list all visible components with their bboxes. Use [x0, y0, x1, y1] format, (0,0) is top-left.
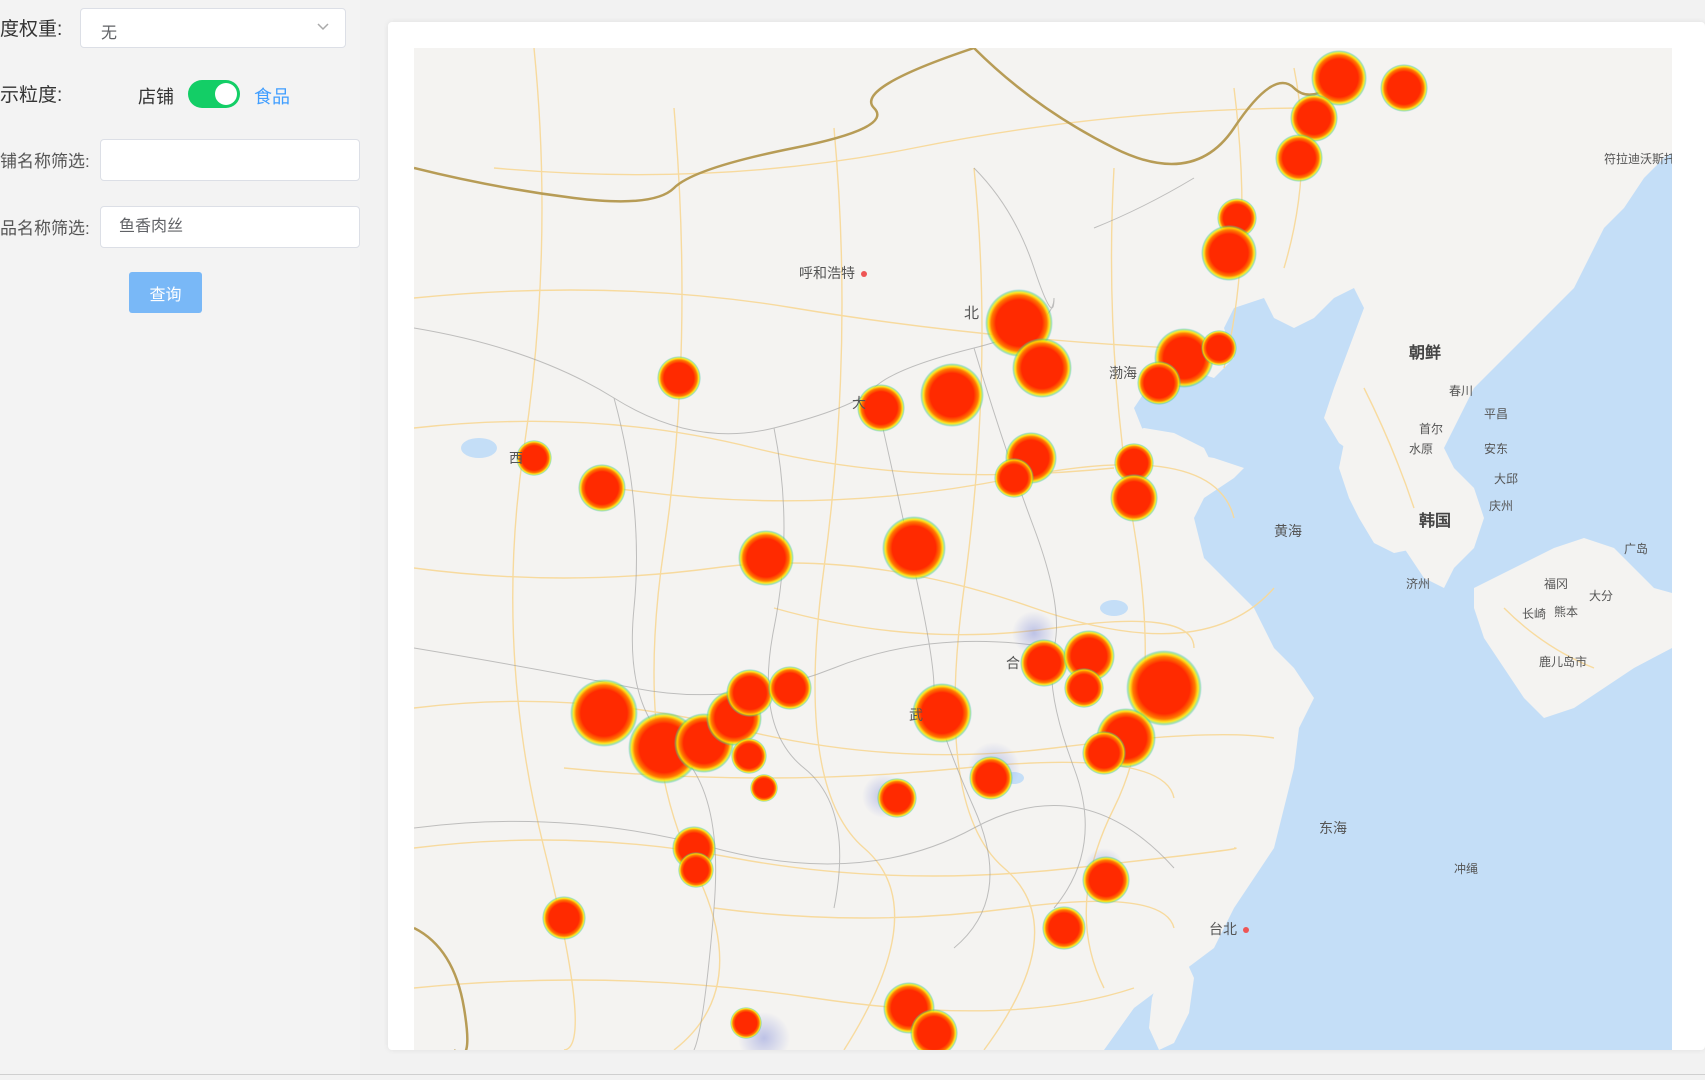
bottom-divider — [0, 1074, 1705, 1075]
japan-landmass — [1474, 538, 1672, 718]
weight-select-value: 无 — [101, 25, 118, 42]
label-chuncheon: 春川 — [1449, 384, 1473, 398]
national-border-sw — [414, 926, 469, 1050]
map-canvas: 呼和浩特 北 西 大 合 武 渤海 黄海 东海 朝鲜 韩国 首尔 春川 平昌 安… — [414, 48, 1672, 1050]
label-gyeongju: 庆州 — [1489, 499, 1513, 513]
toggle-left-label: 店铺 — [138, 87, 174, 107]
label-seoul: 首尔 — [1419, 421, 1443, 436]
map-labels: 呼和浩特 北 西 大 合 武 渤海 黄海 东海 朝鲜 韩国 首尔 春川 平昌 安… — [509, 151, 1672, 937]
weight-select[interactable]: 无 — [80, 8, 346, 48]
label-jeju: 济州 — [1406, 576, 1430, 591]
label-okinawa: 冲绳 — [1454, 861, 1478, 876]
heatmap-layer — [516, 50, 1428, 1050]
city-dot-hohhot — [861, 271, 867, 277]
label-bei: 北 — [964, 305, 979, 322]
label-daegu: 大邱 — [1494, 472, 1518, 486]
weight-label: 度权重: — [0, 19, 63, 40]
label-he: 合 — [1006, 655, 1020, 671]
label-andong: 安东 — [1484, 441, 1508, 456]
label-pyeongchang: 平昌 — [1484, 407, 1508, 421]
lake-taihu — [1100, 600, 1128, 616]
label-hiroshima: 广岛 — [1624, 541, 1648, 556]
food-filter-label: 品名称筛选: — [0, 219, 90, 238]
label-nagasaki: 长崎 — [1522, 607, 1546, 621]
city-dot-taipei — [1243, 927, 1249, 933]
label-kagoshima: 鹿儿岛市 — [1539, 654, 1587, 669]
label-xi: 西 — [509, 450, 523, 466]
label-south-korea: 韩国 — [1419, 511, 1451, 530]
taiwan-landmass — [1149, 956, 1194, 1050]
lake-qinghai — [461, 438, 497, 458]
label-kumamoto: 熊本 — [1554, 604, 1578, 619]
granularity-switch[interactable] — [188, 80, 240, 108]
toggle-right-label: 食品 — [254, 87, 290, 107]
label-yellow-sea: 黄海 — [1274, 523, 1302, 539]
korea-landmass — [1339, 348, 1449, 553]
shop-filter-label: 铺名称筛选: — [0, 152, 90, 171]
sidebar: 度权重: 无 示粒度: 店铺 食品 铺名称筛选: 品名称筛选: 鱼香肉丝 查询 — [0, 0, 360, 1070]
shop-filter-input[interactable] — [100, 139, 360, 181]
label-hohhot: 呼和浩特 — [799, 265, 855, 281]
label-vladivostok: 符拉迪沃斯托克(海参 — [1604, 151, 1672, 166]
label-fukuoka: 福冈 — [1544, 576, 1568, 591]
switch-knob — [215, 83, 237, 105]
national-border-ne — [973, 48, 1355, 166]
query-button[interactable]: 查询 — [129, 272, 202, 313]
label-east-sea: 东海 — [1319, 820, 1347, 836]
label-bohai: 渤海 — [1109, 365, 1137, 381]
food-filter-input[interactable]: 鱼香肉丝 — [100, 206, 360, 248]
granularity-label: 示粒度: — [0, 85, 63, 106]
label-wu: 武 — [909, 707, 923, 723]
chevron-down-icon — [317, 23, 329, 31]
heatmap-map[interactable]: 呼和浩特 北 西 大 合 武 渤海 黄海 东海 朝鲜 韩国 首尔 春川 平昌 安… — [414, 48, 1672, 1050]
national-border — [414, 48, 975, 203]
label-oita: 大分 — [1589, 589, 1613, 603]
label-north-korea: 朝鲜 — [1409, 343, 1441, 362]
label-taipei: 台北 — [1209, 921, 1237, 937]
label-suwon: 水原 — [1409, 442, 1433, 456]
label-tai: 大 — [852, 395, 866, 411]
